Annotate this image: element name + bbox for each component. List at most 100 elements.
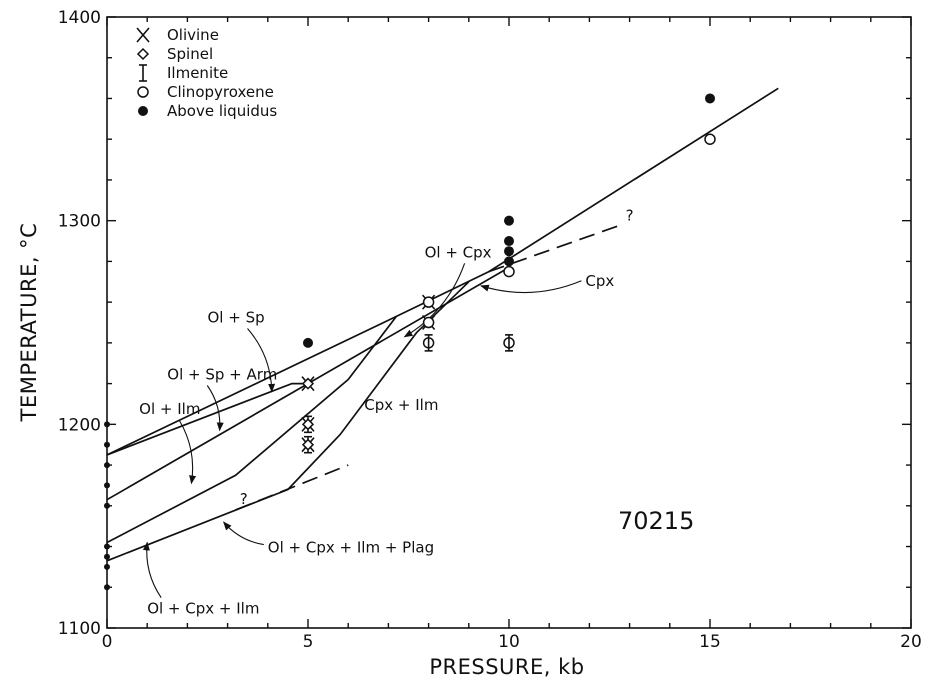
open-circle-symbol bbox=[503, 265, 515, 278]
open-circle-symbol bbox=[137, 86, 149, 98]
diamond-symbol bbox=[301, 377, 315, 390]
diamond-shape bbox=[136, 47, 150, 61]
phase-boundary bbox=[106, 382, 309, 501]
filled-circle-symbol bbox=[104, 421, 110, 428]
filled-circle-symbol bbox=[104, 584, 110, 591]
label-arrow bbox=[480, 280, 582, 294]
filled-circle-symbol bbox=[104, 482, 110, 489]
ibar-symbol bbox=[424, 334, 433, 352]
label-arrow bbox=[403, 263, 466, 338]
y-tick-label: 1100 bbox=[58, 619, 101, 639]
filled-circle-symbol bbox=[104, 502, 110, 509]
filled-circle-symbol bbox=[303, 337, 313, 348]
region-label: Ol + Cpx + Ilm + Plag bbox=[268, 539, 434, 557]
uncertain-boundary-marks: ?? bbox=[240, 207, 634, 508]
phase-boundary bbox=[106, 87, 779, 456]
experiment-point bbox=[504, 236, 514, 247]
cross-stroke bbox=[136, 27, 150, 43]
region-label: Cpx bbox=[585, 272, 614, 290]
filled-circle-symbol bbox=[104, 462, 110, 469]
phase-boundaries bbox=[106, 87, 779, 562]
ibar-symbol bbox=[139, 64, 147, 82]
filled-circle-symbol bbox=[138, 106, 148, 116]
axis-tick-labels: 0 5 10 15 20 1100 1200 1300 1400 bbox=[58, 8, 922, 652]
y-tick-label: 1300 bbox=[58, 212, 101, 232]
x-axis-title: PRESSURE, kb bbox=[429, 655, 584, 679]
open-circle-symbol bbox=[422, 296, 435, 308]
region-label: Ol + Ilm bbox=[139, 400, 200, 418]
diamond-shape bbox=[301, 377, 315, 390]
filled-circle-symbol bbox=[504, 246, 514, 257]
experiment-point bbox=[104, 584, 110, 591]
experiment-point bbox=[504, 246, 514, 257]
filled-circle-symbol bbox=[104, 563, 110, 570]
diamond-symbol bbox=[301, 438, 315, 451]
experiment-point bbox=[301, 435, 315, 454]
y-axis-title: TEMPERATURE, °C bbox=[17, 223, 41, 423]
experiment-point bbox=[303, 337, 313, 348]
experiment-point bbox=[104, 482, 110, 489]
question-mark: ? bbox=[626, 207, 634, 225]
experiment-point bbox=[104, 462, 110, 469]
experiment-point bbox=[422, 334, 435, 352]
filled-circle-symbol bbox=[705, 93, 715, 104]
filled-circle-symbol bbox=[504, 256, 514, 267]
experiment-point bbox=[421, 294, 436, 310]
experiment-point bbox=[104, 441, 110, 448]
open-circle-shape bbox=[137, 86, 149, 98]
legend-entry: Olivine bbox=[136, 26, 219, 44]
ibar-symbol bbox=[505, 334, 513, 352]
x-tick-label: 5 bbox=[303, 632, 314, 652]
experiment-point bbox=[504, 215, 514, 226]
filled-circle-shape bbox=[504, 236, 514, 247]
legend-label: Clinopyroxene bbox=[167, 83, 274, 101]
experiment-point bbox=[301, 376, 315, 392]
region-labels: Ol + Cpx Cpx Ol + Sp Ol + Sp + Arm Ol + Ilm C… bbox=[139, 243, 614, 617]
label-arrow bbox=[206, 385, 224, 432]
legend-label: Above liquidus bbox=[167, 102, 277, 120]
experiment-point bbox=[104, 563, 110, 570]
experiment-point bbox=[104, 553, 110, 560]
diamond-shape bbox=[301, 418, 315, 431]
open-circle-shape bbox=[704, 133, 716, 145]
filled-circle-symbol bbox=[504, 236, 514, 247]
experiment-points bbox=[104, 93, 716, 591]
filled-circle-symbol bbox=[104, 543, 110, 550]
experiment-point bbox=[504, 256, 514, 267]
open-circle-symbol bbox=[422, 316, 435, 329]
label-arrow bbox=[178, 419, 197, 485]
y-tick-label: 1200 bbox=[58, 415, 101, 435]
region-label: Cpx + Ilm bbox=[364, 396, 438, 414]
phase-boundary bbox=[106, 281, 470, 562]
experiment-point bbox=[421, 314, 436, 331]
filled-circle-shape bbox=[138, 106, 148, 116]
axis-ticks bbox=[106, 16, 912, 629]
open-circle-shape bbox=[422, 296, 435, 308]
x-tick-label: 0 bbox=[102, 632, 113, 652]
phase-boundary bbox=[106, 266, 510, 456]
legend: OlivineSpinelIlmeniteClinopyroxeneAbove … bbox=[136, 26, 277, 120]
experiment-point bbox=[704, 133, 716, 145]
label-arrow bbox=[223, 521, 264, 546]
diamond-symbol bbox=[301, 418, 315, 431]
experiment-point bbox=[104, 421, 110, 428]
experiment-point bbox=[503, 334, 515, 352]
label-arrow bbox=[142, 541, 162, 599]
question-mark: ? bbox=[240, 490, 248, 508]
legend-entry: Spinel bbox=[136, 45, 213, 63]
y-tick-label: 1400 bbox=[58, 8, 101, 28]
inferred-phase-boundary bbox=[235, 464, 349, 511]
experiment-point bbox=[104, 543, 110, 550]
filled-circle-shape bbox=[504, 256, 514, 267]
region-label: Ol + Cpx + Ilm bbox=[147, 600, 259, 618]
filled-circle-symbol bbox=[104, 553, 110, 560]
filled-circle-symbol bbox=[104, 441, 110, 448]
x-tick-label: 20 bbox=[900, 632, 922, 652]
label-arrow bbox=[247, 328, 276, 393]
diamond-shape bbox=[301, 438, 315, 451]
region-label: Ol + Sp + Arm bbox=[167, 366, 277, 384]
legend-entry: Clinopyroxene bbox=[137, 83, 274, 101]
filled-circle-shape bbox=[504, 215, 514, 226]
experiment-point bbox=[503, 265, 515, 278]
filled-circle-symbol bbox=[504, 215, 514, 226]
